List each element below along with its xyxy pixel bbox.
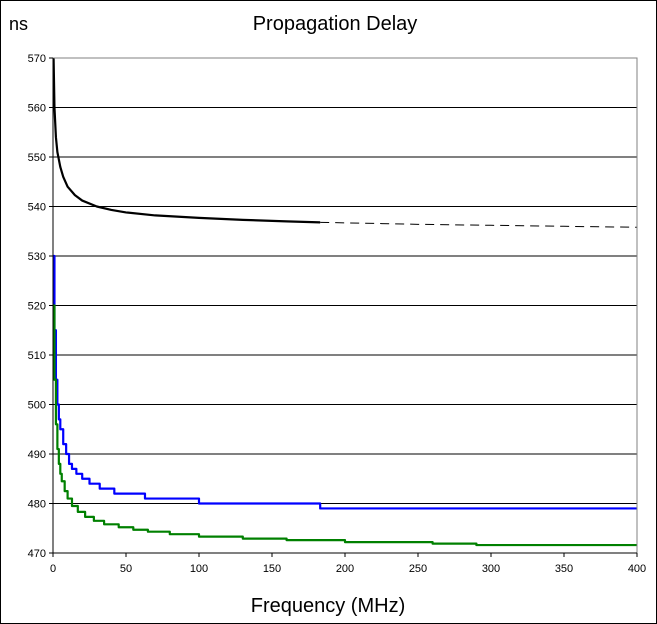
series-line-1 [320,221,638,228]
y-tick-label: 520 [28,301,46,313]
chart-title: Propagation Delay [253,13,418,35]
x-tick-label: 0 [50,563,56,575]
x-tick-label: 100 [190,563,208,575]
series-line-2 [53,254,637,510]
y-tick-label: 490 [28,449,46,461]
x-tick-label: 400 [628,563,646,575]
y-tick-label: 540 [28,202,46,214]
x-axis-title: Frequency (MHz) [251,595,405,617]
x-tick-label: 300 [482,563,500,575]
y-tick-label: 510 [28,350,46,362]
x-tick-label: 150 [263,563,281,575]
y-tick-label: 530 [28,251,46,263]
y-tick-label: 470 [28,548,46,560]
series-layer [52,57,638,547]
series-line-0 [52,57,321,224]
axes: 470 480 490 500 510 520 530 540 550 560 570 0 50 100 1… [28,53,647,575]
y-unit-label: ns [9,14,28,34]
y-tick-label: 500 [28,400,46,412]
x-tick-label: 50 [120,563,132,575]
y-tick-label: 480 [28,499,46,511]
y-tick-label: 560 [28,103,46,115]
x-tick-label: 350 [555,563,573,575]
x-tick-label: 250 [409,563,427,575]
series-line-3 [53,304,637,547]
y-tick-label: 570 [28,53,46,65]
gridlines [53,107,637,504]
y-tick-label: 550 [28,152,46,164]
x-tick-label: 200 [336,563,354,575]
